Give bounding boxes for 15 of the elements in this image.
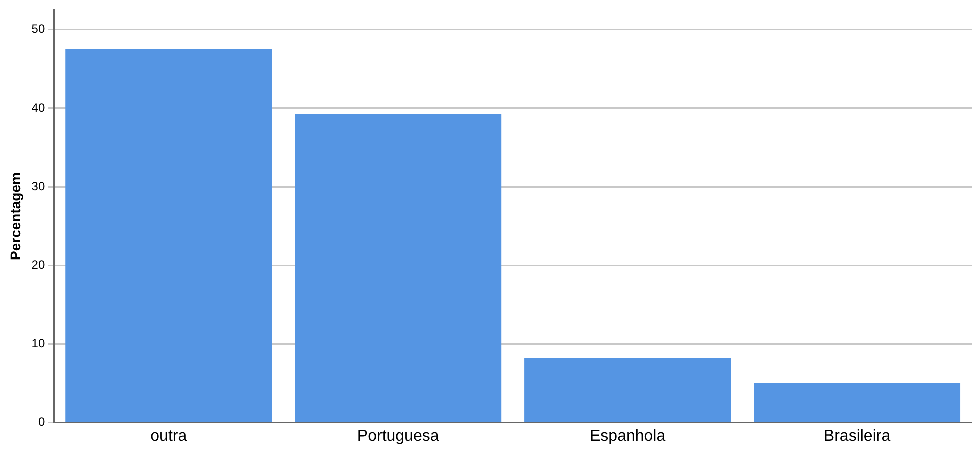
y-tick-label: 40 [32,100,46,115]
y-tick-label: 0 [38,415,46,430]
x-tick-label: outra [150,428,188,445]
bar [66,49,272,422]
y-tick-label: 50 [32,22,46,36]
bar [295,114,502,422]
bar [754,384,961,422]
y-tick-label: 30 [32,179,46,194]
x-tick-label: Portuguesa [357,428,440,445]
x-tick-label: Brasileira [824,428,891,445]
y-tick-label: 20 [32,258,46,272]
bar [524,358,732,422]
x-tick-label: Espanhola [590,428,666,445]
y-axis-title: Percentagem [7,172,24,260]
y-tick-label: 10 [32,336,46,351]
